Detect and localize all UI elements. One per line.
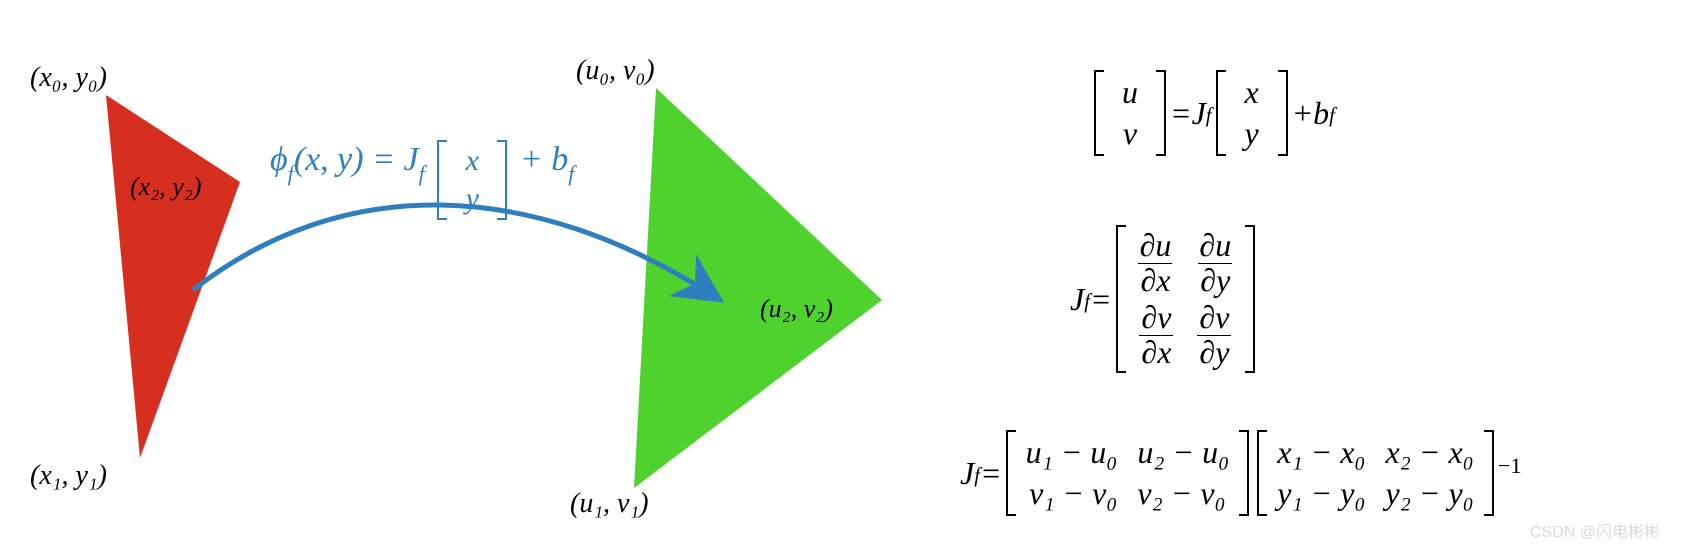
label-x2y2: (x₂, y₂) (130, 172, 201, 202)
target-triangle (634, 88, 882, 488)
source-triangle (106, 95, 240, 458)
label-x1y1: (x₁, y₁) (30, 460, 107, 492)
label-u2v2: (u₂, v₂) (760, 294, 833, 324)
label-x0y0: (x₀, y₀) (30, 62, 107, 94)
label-u1v1: (u₁, v₁) (570, 488, 649, 520)
equation-uv: u v = Jf x y + bf (1090, 70, 1335, 156)
mapping-formula: ϕf(x, y) = Jf x y + bf (270, 140, 574, 220)
label-u0v0: (u₀, v₀) (576, 55, 655, 87)
diagram-stage: (x₀, y₀) (x₁, y₁) (x₂, y₂) (u₀, v₀) (u₁,… (0, 0, 1686, 546)
equation-jacobian-def: Jf = ∂u∂x ∂u∂y ∂v∂x ∂v∂y (1070, 225, 1259, 373)
watermark-text: CSDN @闪电彬彬 (1530, 518, 1660, 542)
equation-jacobian-compute: Jf = u₁ − u₀u₂ − u₀ v₁ − v₀v₂ − v₀ x₁ − … (960, 430, 1522, 516)
